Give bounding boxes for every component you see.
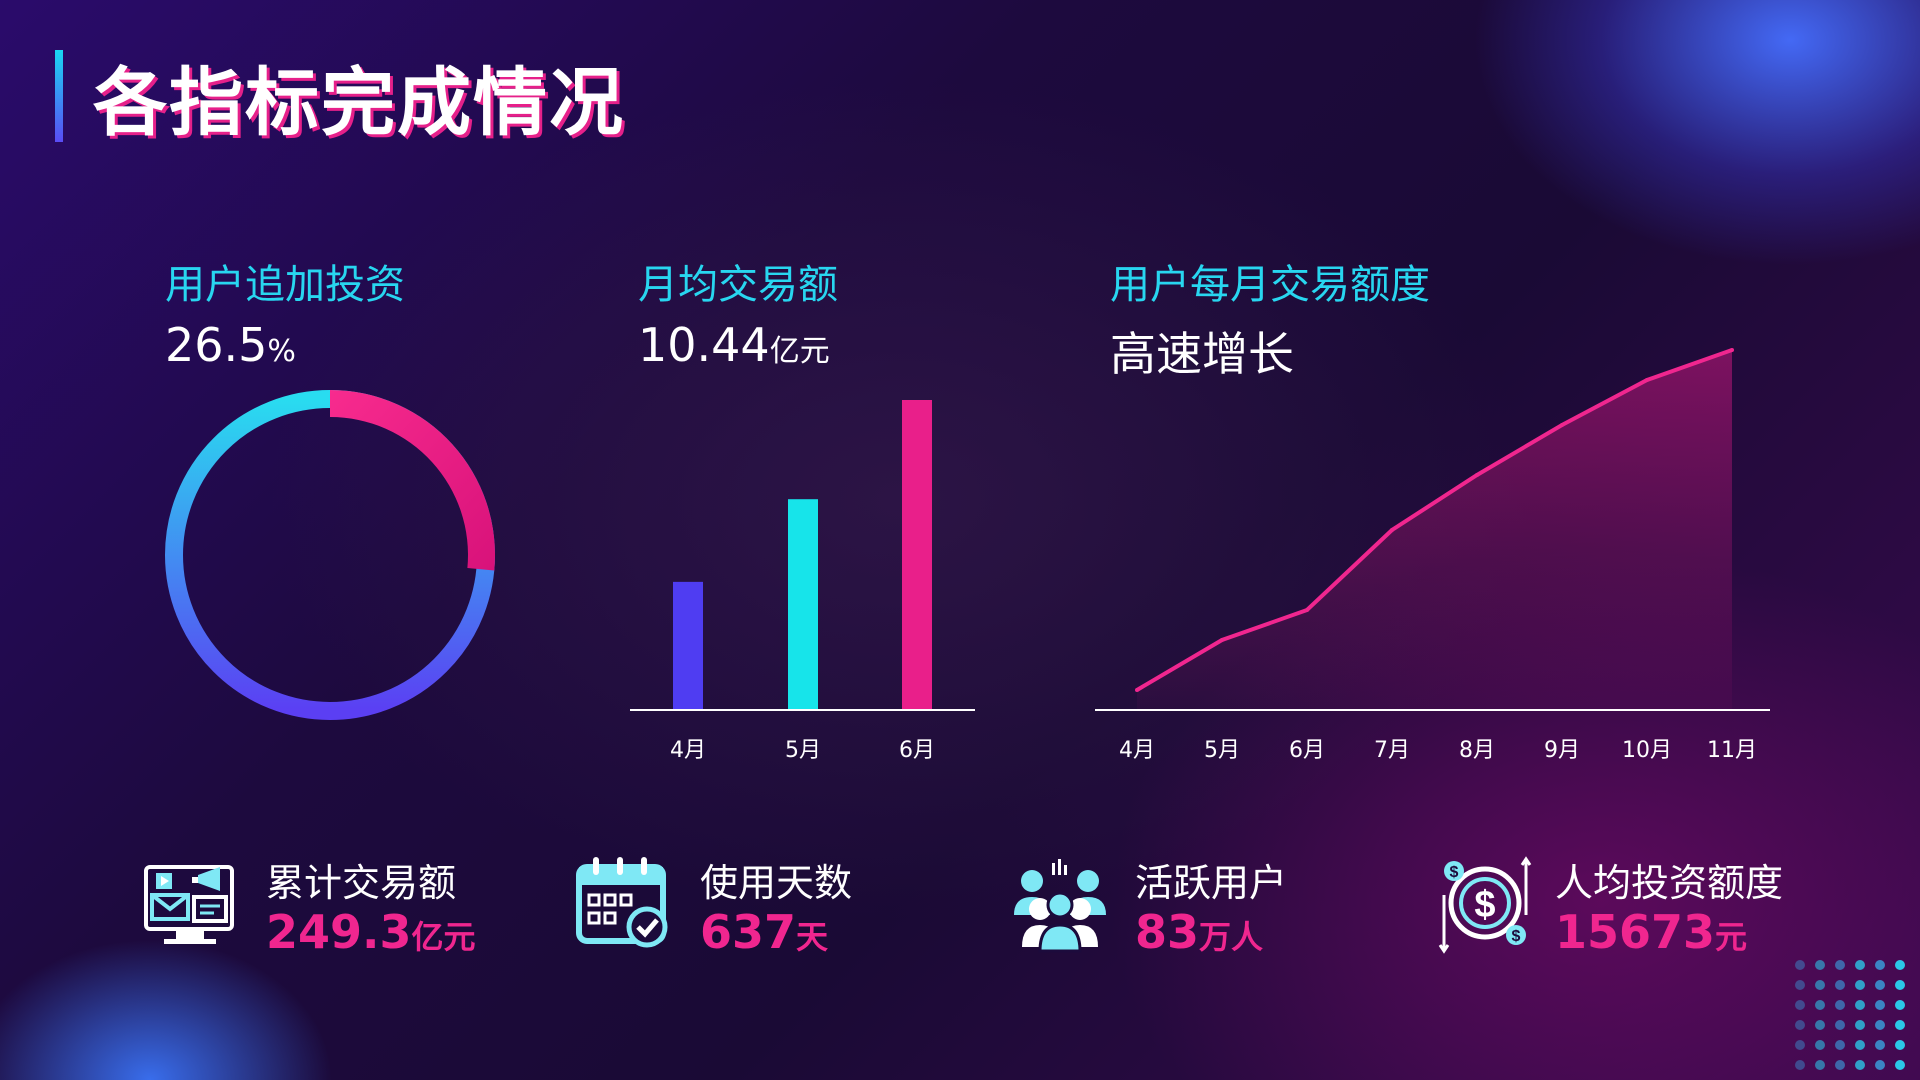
dot [1895,980,1905,990]
dot [1815,1060,1825,1070]
dot [1855,980,1865,990]
trend-point [1135,688,1139,692]
stat-value-number: 15673 [1555,905,1716,959]
dot [1895,1060,1905,1070]
trend-subtitle: 高速增长 [1110,327,1294,381]
trend-tick-label: 9月 [1544,738,1580,763]
dot [1835,980,1845,990]
svg-text:$: $ [1450,864,1459,881]
page-title: 各指标完成情况 [93,59,625,146]
bar-2 [788,499,818,710]
dot [1855,1040,1865,1050]
invest-label: 用户追加投资 [165,262,405,308]
stat-value-number: 637 [700,905,797,959]
dot [1855,1000,1865,1010]
dot [1815,1020,1825,1030]
svg-text:$: $ [1512,928,1521,945]
dot [1835,960,1845,970]
dot [1855,1060,1865,1070]
stat-value-unit: 天 [796,918,829,956]
stat-value-unit: 亿元 [411,918,476,956]
user-group-icon [1010,855,1110,959]
trend-tick-label: 10月 [1622,738,1672,763]
stat-label: 使用天数 [700,861,853,905]
calendar-check-icon [575,855,671,955]
page-header: 各指标完成情况 [55,50,625,146]
stat-value: 15673元 [1555,905,1747,959]
stat-value: 83万人 [1135,905,1263,959]
stat-value-number: 83 [1135,905,1200,959]
invest-value-number: 26.5 [165,318,268,372]
dot [1895,960,1905,970]
dot [1855,960,1865,970]
dot [1895,1040,1905,1050]
dot [1795,1060,1805,1070]
bar-1 [673,581,703,710]
stat-label: 活跃用户 [1135,861,1288,905]
donut-slice-invest [330,390,495,571]
donut-slice-remaining [165,390,495,720]
dot [1895,1000,1905,1010]
trend-tick-label: 4月 [1119,738,1155,763]
monthly-value-unit: 亿元 [769,334,830,369]
dot [1795,960,1805,970]
dot [1835,1020,1845,1030]
trend-point [1305,608,1309,612]
dot [1875,1060,1885,1070]
bar-tick-label: 6月 [899,738,935,763]
dot [1835,1040,1845,1050]
trend-point [1390,528,1394,532]
trend-tick-label: 11月 [1707,738,1757,763]
stat-value: 249.3亿元 [266,905,476,959]
dot [1835,1060,1845,1070]
dot [1875,1020,1885,1030]
trend-point [1730,348,1734,352]
bar-tick-label: 4月 [670,738,706,763]
bar-tick-label: 5月 [785,738,821,763]
trend-tick-label: 5月 [1204,738,1240,763]
stat-value-unit: 元 [1715,918,1748,956]
title-accent-bar [55,50,63,142]
dot [1895,1020,1905,1030]
stat-value: 637天 [700,905,828,959]
trend-line [1135,348,1733,692]
dot [1835,1000,1845,1010]
trend-tick-label: 8月 [1459,738,1495,763]
trend-point [1560,423,1564,427]
dot [1815,1040,1825,1050]
monthly-value-number: 10.44 [638,318,770,372]
dot [1795,1040,1805,1050]
dot [1815,1000,1825,1010]
trend-point [1645,378,1649,382]
dot [1855,1020,1865,1030]
trend-tick-label: 6月 [1289,738,1325,763]
stat-value-number: 249.3 [266,905,412,959]
dot [1875,960,1885,970]
stat-label: 累计交易额 [266,861,457,905]
dot [1875,1040,1885,1050]
invest-value-unit: % [267,334,296,369]
trend-point [1475,473,1479,477]
monitor-media-icon [140,855,240,959]
dollar-cycle-icon: $ $ $ [1438,855,1532,959]
dot [1795,1020,1805,1030]
monthly-value: 10.44亿元 [638,318,830,372]
stat-label: 人均投资额度 [1555,861,1784,905]
svg-text:$: $ [1474,884,1495,926]
dot [1795,1000,1805,1010]
dot [1815,980,1825,990]
dot [1815,960,1825,970]
trend-area-fill [1137,350,1732,710]
invest-value: 26.5% [165,318,296,372]
trend-point [1220,638,1224,642]
trend-label: 用户每月交易额度 [1110,262,1430,308]
dot [1795,980,1805,990]
trend-tick-label: 7月 [1374,738,1410,763]
bar-3 [902,400,932,710]
dot [1875,980,1885,990]
dot [1875,1000,1885,1010]
stat-value-unit: 万人 [1199,918,1264,956]
monthly-label: 月均交易额 [638,262,838,308]
